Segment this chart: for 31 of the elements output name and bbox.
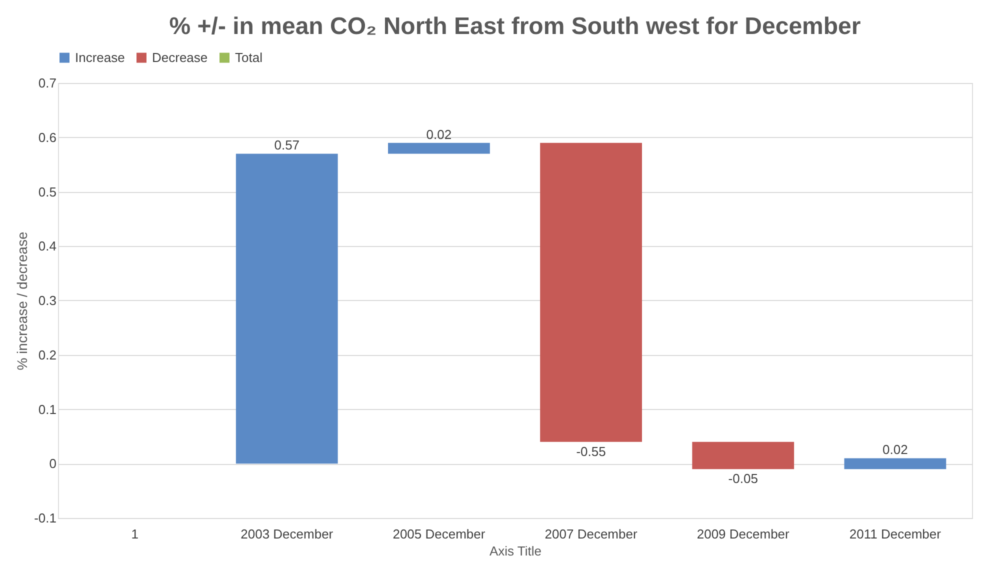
data-label: -0.05 (728, 471, 758, 486)
y-tick-label: 0.4 (38, 238, 56, 254)
chart-title: % +/- in mean CO₂ North East from South west for December (169, 13, 861, 40)
data-label: -0.55 (576, 444, 606, 459)
x-tick-label: 2003 December (240, 526, 334, 542)
x-tick-label: 2009 December (696, 526, 790, 542)
x-tick-label: 2007 December (544, 526, 638, 542)
y-axis-title: % increase / decrease (14, 232, 30, 370)
data-label: 0.57 (274, 138, 300, 153)
y-tick-label: 0.5 (38, 184, 56, 200)
y-tick-label: 0.6 (38, 130, 56, 145)
bar (388, 142, 490, 154)
y-tick-label: 0.2 (38, 347, 56, 362)
y-tick-label: 0.3 (38, 293, 56, 308)
legend-label: Total (235, 50, 263, 65)
x-tick-label: 1 (131, 526, 138, 542)
y-tick-label: 0.1 (38, 402, 56, 417)
bar (540, 142, 642, 442)
x-axis-title: Axis Title (489, 544, 542, 558)
x-tick-label: 2005 December (392, 526, 486, 542)
legend-label: Decrease (152, 50, 208, 65)
bar (844, 458, 946, 470)
y-tick-label: -0.1 (34, 510, 56, 526)
data-label: 0.02 (426, 126, 452, 142)
x-tick-label: 2011 December (849, 526, 942, 542)
y-tick-label: 0 (49, 456, 56, 472)
data-label: 0.02 (882, 442, 908, 458)
y-tick-label: 0.7 (38, 76, 56, 90)
bar (692, 442, 794, 470)
legend-label: Increase (75, 50, 125, 65)
bar (236, 154, 338, 464)
